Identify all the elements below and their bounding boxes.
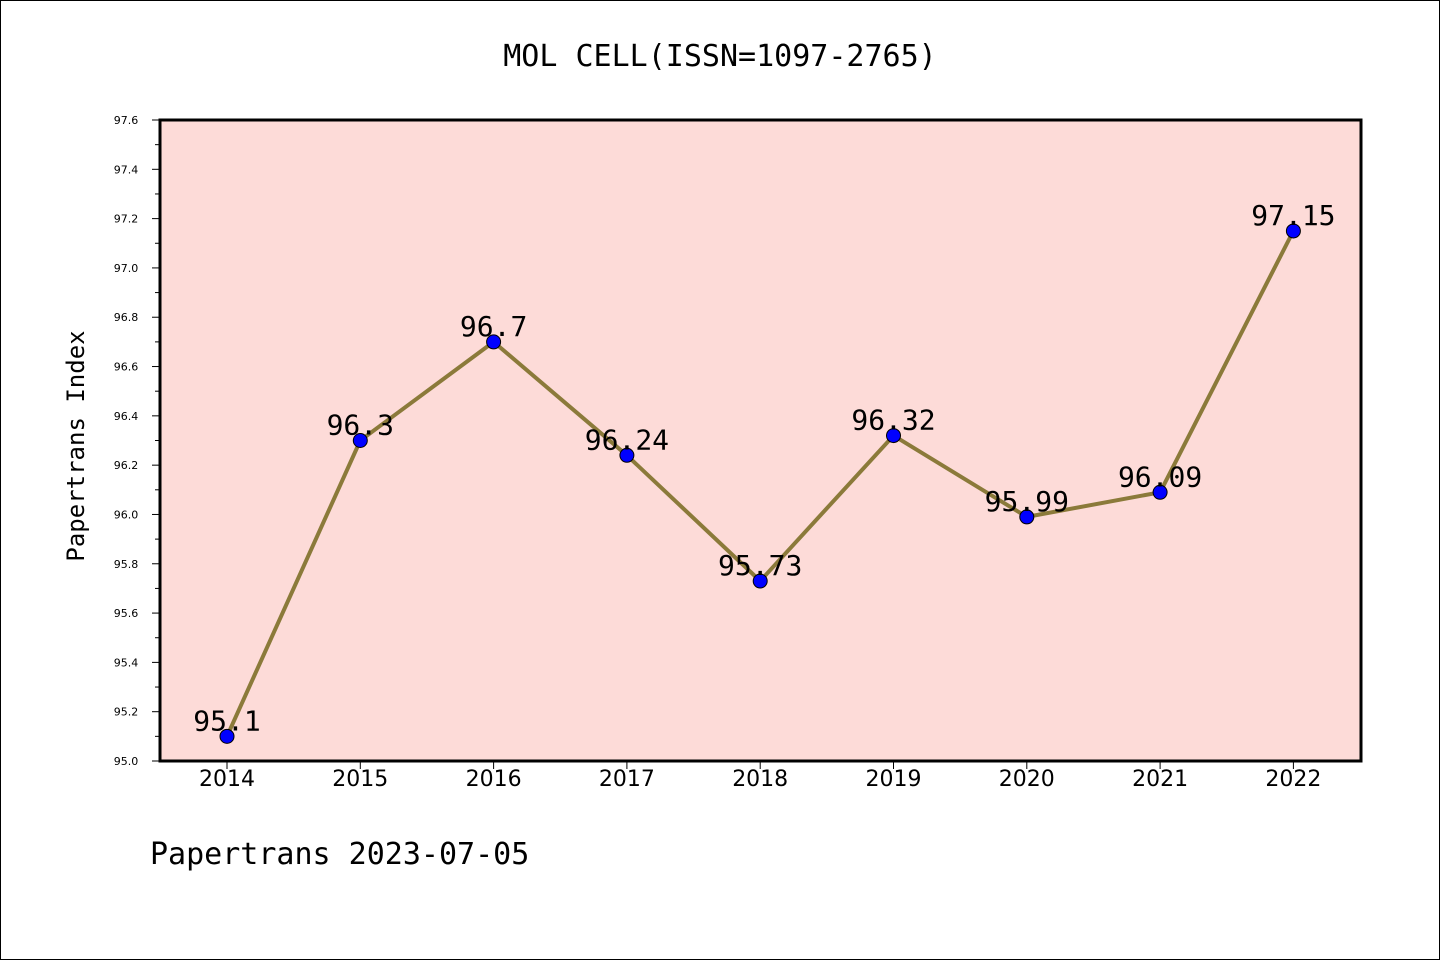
data-point [486,334,502,350]
x-tick-label: 2020 [999,767,1055,792]
y-tick-label: 96.8 [114,311,139,324]
x-axis: 2014 2015 2016 2017 2018 2019 2020 2021 2022 [199,761,1321,792]
data-point [886,428,901,444]
data-point [219,728,235,744]
y-tick-label: 97.4 [114,163,139,176]
y-tick-label: 97.2 [114,213,139,226]
data-label: 97.15 [1251,199,1335,232]
data-point [1019,509,1035,525]
y-tick-label: 96.4 [114,410,139,423]
chart-title: MOL CELL(ISSN=1097-2765) [503,39,936,74]
data-label: 96.24 [585,423,669,456]
data-label: 96.32 [851,404,935,437]
series-line-group [219,223,1301,744]
x-tick-label: 2016 [466,767,522,792]
x-tick-label: 2022 [1265,767,1321,792]
data-label: 96.3 [327,409,394,442]
data-label: 95.73 [718,549,802,582]
data-label-group: 95.1 96.3 96.7 96.24 95.73 96.32 95.99 96.09 97.… [193,199,1335,737]
x-tick-label: 2019 [866,767,922,792]
data-label: 95.1 [193,704,260,737]
x-tick-label: 2018 [732,767,788,792]
y-tick-label: 95.2 [114,706,139,719]
data-label: 95.99 [985,485,1069,518]
y-tick-label: 96.2 [114,459,139,472]
y-axis: 95.0 95.2 95.4 95.6 95.8 96.0 96.2 96.4 96.6 96.8… [114,114,160,768]
y-tick-label: 95.6 [114,607,139,620]
data-point [1152,484,1168,500]
y-tick-label: 97.6 [114,114,139,127]
y-tick-label: 97.0 [114,262,139,275]
data-point [619,447,635,463]
x-tick-label: 2014 [199,767,255,792]
y-tick-label: 95.4 [114,656,139,669]
y-tick-label: 95.0 [114,755,139,768]
y-tick-label: 96.0 [114,508,139,521]
y-tick-label: 95.8 [114,558,139,571]
data-point [352,433,368,448]
data-point [752,573,768,589]
plot-border [158,118,1363,763]
x-tick-label: 2017 [599,767,655,792]
footer-source-label: Papertrans 2023-07-05 [150,837,529,872]
data-point [1285,223,1301,239]
data-label: 96.09 [1118,460,1202,493]
y-tick-label: 96.6 [114,361,139,374]
data-label: 96.7 [460,310,527,343]
x-tick-label: 2015 [332,767,388,792]
x-tick-label: 2021 [1132,767,1188,792]
y-axis-label: Papertrans Index [62,330,90,561]
